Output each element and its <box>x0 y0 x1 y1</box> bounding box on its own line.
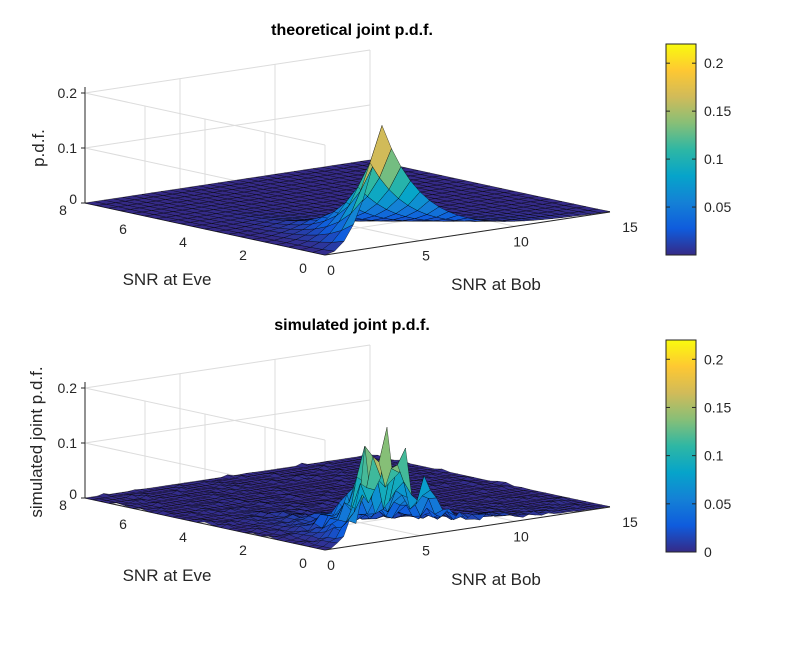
plot-theoretical: theoretical joint p.d.f. 0510150246800.1… <box>29 22 731 294</box>
z-tick-label: 0.1 <box>58 140 78 156</box>
colorbar-tick-label: 0.1 <box>704 151 724 167</box>
y-tick-label: 2 <box>239 542 247 558</box>
colorbar-tick-label: 0.2 <box>704 55 724 71</box>
colorbar-tick-label: 0.05 <box>704 199 731 215</box>
y-tick-label: 8 <box>59 497 67 513</box>
x-axis-label: SNR at Bob <box>451 275 541 294</box>
surface-patch <box>588 208 611 214</box>
y-tick-label: 6 <box>119 516 127 532</box>
surface-mesh <box>84 427 611 551</box>
colorbar-tick-label: 0.15 <box>704 103 731 119</box>
z-axis-label: p.d.f. <box>29 129 48 167</box>
z-axis-label: simulated joint p.d.f. <box>27 366 46 517</box>
gridline-z <box>84 344 371 441</box>
x-tick-label: 15 <box>622 514 638 530</box>
x-axis-label: SNR at Bob <box>451 570 541 589</box>
y-axis-label: SNR at Eve <box>123 566 212 585</box>
colorbar-tick-label: 0.2 <box>704 351 724 367</box>
y-tick-label: 0 <box>299 555 307 571</box>
y-tick-label: 4 <box>179 234 187 250</box>
x-tick-label: 10 <box>513 528 529 544</box>
y-tick-label: 4 <box>179 529 187 545</box>
gridline-z <box>84 49 371 146</box>
x-tick-label: 15 <box>622 219 638 235</box>
z-tick-label: 0.2 <box>58 380 78 396</box>
x-tick-label: 0 <box>327 262 335 278</box>
z-tick-label: 0.2 <box>58 85 78 101</box>
colorbar-ticks: 0.05 0.1 0.15 0.2 <box>666 55 731 215</box>
x-axis-line <box>324 211 611 256</box>
colorbar-tick-label: 0 <box>704 544 712 560</box>
x-tick-label: 0 <box>327 557 335 573</box>
surface-patch <box>595 504 611 508</box>
x-axis-line <box>324 506 611 551</box>
surface-mesh <box>84 124 611 256</box>
x-tick-label: 5 <box>422 543 430 559</box>
x-tick-label: 5 <box>422 248 430 264</box>
plot-title: simulated joint p.d.f. <box>274 317 430 334</box>
y-tick-label: 6 <box>119 221 127 237</box>
y-tick-label: 2 <box>239 247 247 263</box>
z-tick-label: 0.1 <box>58 435 78 451</box>
y-tick-label: 0 <box>299 260 307 276</box>
colorbar-tick-label: 0.1 <box>704 448 724 464</box>
colorbar-ticks: 0 0.05 0.1 0.15 0.2 <box>666 351 731 560</box>
colorbar-tick-label: 0.15 <box>704 399 731 415</box>
z-tick-label: 0 <box>69 486 77 502</box>
colorbar-tick-label: 0.05 <box>704 496 731 512</box>
plot-simulated: simulated joint p.d.f. 0510150246800.10.… <box>27 317 731 589</box>
y-tick-label: 8 <box>59 202 67 218</box>
z-tick-label: 0 <box>69 191 77 207</box>
colorbar <box>665 339 697 553</box>
y-axis-label: SNR at Eve <box>123 270 212 289</box>
colorbar <box>665 43 697 256</box>
plot-title: theoretical joint p.d.f. <box>271 22 433 39</box>
x-tick-label: 10 <box>513 233 529 249</box>
